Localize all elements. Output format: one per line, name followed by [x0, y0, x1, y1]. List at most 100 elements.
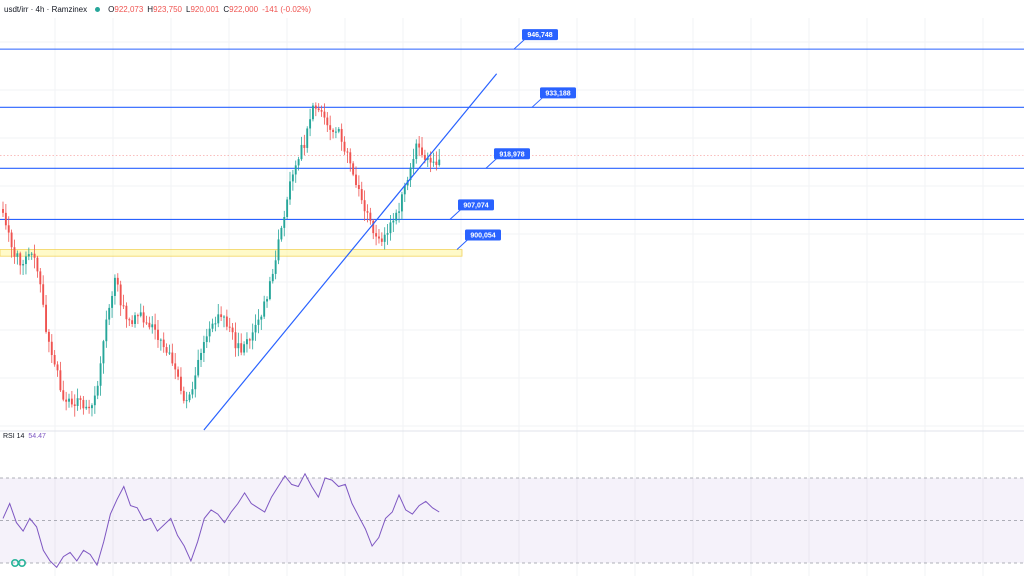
candle [76, 388, 79, 411]
level-label-text: 946,748 [527, 32, 552, 39]
candle-body [343, 141, 346, 152]
candle-body [352, 163, 355, 175]
candle [268, 276, 271, 301]
candle [68, 393, 70, 408]
candle [286, 196, 289, 219]
level-label: 946,748 [513, 29, 558, 50]
candle [357, 175, 360, 197]
candle-body [438, 159, 441, 165]
candle [383, 227, 386, 250]
candle-body [254, 324, 257, 333]
level-label-text: 900,054 [470, 233, 495, 240]
candle [271, 268, 274, 284]
candle-body [194, 375, 197, 390]
level-label-box [494, 148, 530, 160]
candle [116, 273, 119, 292]
candle [211, 318, 214, 333]
candle-body [45, 304, 47, 332]
candle-body [159, 339, 162, 341]
candle [188, 391, 191, 403]
candle [260, 314, 263, 330]
rsi-header: RSI 14 54.47 [3, 433, 46, 440]
candle [47, 329, 50, 353]
candle-body [418, 143, 421, 148]
candle-body [231, 327, 234, 333]
candle-body [116, 277, 119, 285]
candle [248, 337, 251, 349]
candle-body [240, 343, 243, 353]
candle [27, 247, 30, 261]
candle [70, 390, 73, 408]
candle [294, 160, 297, 183]
candle [139, 303, 142, 318]
candle [59, 361, 62, 393]
candle-body [277, 239, 280, 261]
candle [380, 232, 383, 247]
candle [306, 126, 309, 153]
candle [128, 317, 131, 327]
candle [159, 338, 162, 351]
candle [134, 312, 136, 328]
candle-body [423, 154, 426, 160]
candle [168, 344, 171, 356]
candle [113, 274, 116, 305]
candle [136, 313, 139, 325]
candle [314, 102, 317, 117]
candle [7, 216, 10, 242]
candle [22, 259, 25, 276]
candle [392, 213, 395, 233]
candle [105, 310, 108, 348]
candle-body [131, 320, 134, 324]
candle [50, 334, 53, 364]
candle-body [91, 405, 93, 409]
candle-body [225, 316, 228, 327]
candle [19, 251, 22, 275]
candle [125, 302, 128, 328]
candle-body [13, 247, 16, 257]
candle [352, 161, 355, 177]
candle [257, 309, 260, 334]
candle [39, 268, 42, 293]
candle [246, 332, 248, 353]
candle-body [79, 398, 82, 400]
candle-body [148, 322, 151, 328]
candle [329, 115, 332, 141]
high-value: 923,750 [153, 4, 182, 14]
candle-body [42, 284, 45, 305]
candle [412, 148, 415, 174]
candle-body [177, 369, 180, 377]
tradingview-logo-icon[interactable] [10, 556, 28, 570]
candle [171, 343, 174, 366]
candle-body [10, 232, 13, 248]
candle [42, 275, 45, 308]
candle [303, 134, 306, 156]
candle [280, 225, 283, 242]
candle [65, 391, 68, 411]
candle-body [142, 312, 145, 323]
candle [177, 366, 180, 381]
candle-body [65, 399, 68, 402]
candle-body [33, 253, 36, 258]
candle-body [251, 332, 254, 341]
level-label: 918,978 [485, 148, 530, 169]
level-label-box [465, 229, 501, 241]
candle-body [171, 352, 174, 364]
candle [435, 151, 438, 171]
candle-body [162, 339, 165, 348]
candle-body [375, 233, 378, 237]
candle-body [47, 331, 50, 342]
candle-body [139, 312, 142, 316]
candle [85, 399, 88, 410]
candle [277, 229, 280, 265]
candle [148, 316, 151, 330]
candle-body [248, 339, 251, 341]
candle-body [320, 110, 323, 112]
symbol-label[interactable]: usdt/irr · 4h · Ramzinex [4, 4, 88, 14]
candle-body [200, 352, 202, 360]
candle-body [271, 273, 274, 282]
candle [355, 166, 357, 188]
candle-body [314, 105, 317, 109]
candle [251, 323, 254, 350]
candle-body [179, 376, 182, 391]
